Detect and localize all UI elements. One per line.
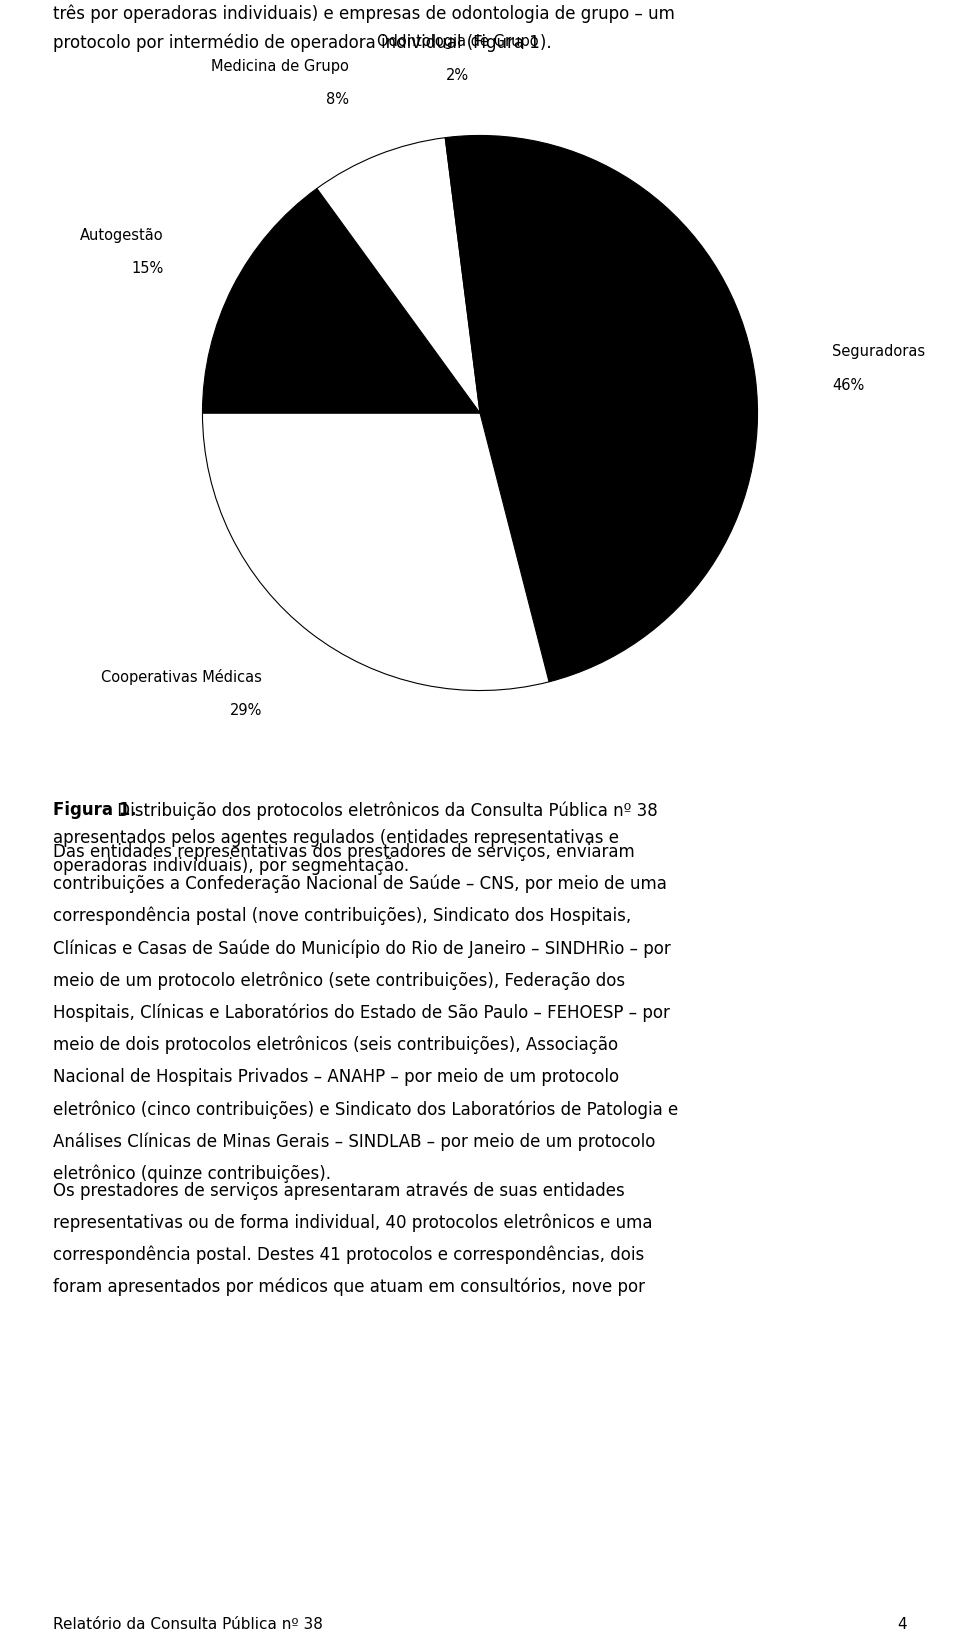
Text: Distribuição dos protocolos eletrônicos da Consulta Pública nº 38: Distribuição dos protocolos eletrônicos … (112, 801, 658, 819)
Text: 8%: 8% (326, 93, 349, 107)
Text: correspondência postal. Destes 41 protocolos e correspondências, dois: correspondência postal. Destes 41 protoc… (53, 1246, 644, 1264)
Text: meio de um protocolo eletrônico (sete contribuições), Federação dos: meio de um protocolo eletrônico (sete co… (53, 971, 625, 990)
Text: Clínicas e Casas de Saúde do Município do Rio de Janeiro – SINDHRio – por: Clínicas e Casas de Saúde do Município d… (53, 938, 670, 958)
Text: eletrônico (quinze contribuições).: eletrônico (quinze contribuições). (53, 1165, 331, 1183)
Text: Relatório da Consulta Pública nº 38: Relatório da Consulta Pública nº 38 (53, 1617, 323, 1632)
Text: foram apresentados por médicos que atuam em consultórios, nove por: foram apresentados por médicos que atuam… (53, 1279, 645, 1297)
Text: representativas ou de forma individual, 40 protocolos eletrônicos e uma: representativas ou de forma individual, … (53, 1213, 652, 1232)
Text: contribuições a Confederação Nacional de Saúde – CNS, por meio de uma: contribuições a Confederação Nacional de… (53, 876, 666, 894)
Text: Análises Clínicas de Minas Gerais – SINDLAB – por meio de um protocolo: Análises Clínicas de Minas Gerais – SIND… (53, 1133, 655, 1151)
Text: 15%: 15% (132, 261, 163, 276)
Text: Hospitais, Clínicas e Laboratórios do Estado de São Paulo – FEHOESP – por: Hospitais, Clínicas e Laboratórios do Es… (53, 1003, 670, 1023)
Wedge shape (203, 413, 549, 691)
Text: eletrônico (cinco contribuições) e Sindicato dos Laboratórios de Patologia e: eletrônico (cinco contribuições) e Sindi… (53, 1100, 678, 1118)
Text: meio de dois protocolos eletrônicos (seis contribuições), Associação: meio de dois protocolos eletrônicos (sei… (53, 1036, 618, 1054)
Text: apresentados pelos agentes regulados (entidades representativas e: apresentados pelos agentes regulados (en… (53, 829, 619, 847)
Text: correspondência postal (nove contribuições), Sindicato dos Hospitais,: correspondência postal (nove contribuiçõ… (53, 907, 631, 925)
Text: Cooperativas Médicas: Cooperativas Médicas (102, 669, 262, 686)
Text: protocolo por intermédio de operadora individual (Figura 1).: protocolo por intermédio de operadora in… (53, 33, 551, 53)
Text: Odontologia de Grupo: Odontologia de Grupo (377, 35, 539, 50)
Text: 29%: 29% (229, 702, 262, 719)
Text: Das entidades representativas dos prestadores de serviços, enviaram: Das entidades representativas dos presta… (53, 843, 635, 861)
Wedge shape (445, 135, 480, 413)
Text: Os prestadores de serviços apresentaram através de suas entidades: Os prestadores de serviços apresentaram … (53, 1181, 625, 1199)
Wedge shape (317, 137, 480, 413)
Text: Medicina de Grupo: Medicina de Grupo (211, 58, 349, 74)
Text: operadoras individuais), por segmentação.: operadoras individuais), por segmentação… (53, 857, 409, 876)
Wedge shape (480, 135, 757, 682)
Text: Figura 1.: Figura 1. (53, 801, 136, 819)
Text: Autogestão: Autogestão (80, 228, 163, 243)
Text: 4: 4 (898, 1617, 907, 1632)
Wedge shape (203, 188, 480, 413)
Text: três por operadoras individuais) e empresas de odontologia de grupo – um: três por operadoras individuais) e empre… (53, 3, 675, 23)
Text: Nacional de Hospitais Privados – ANAHP – por meio de um protocolo: Nacional de Hospitais Privados – ANAHP –… (53, 1069, 619, 1085)
Text: 46%: 46% (832, 378, 865, 393)
Text: 2%: 2% (446, 68, 469, 83)
Text: Seguradoras: Seguradoras (832, 344, 925, 360)
